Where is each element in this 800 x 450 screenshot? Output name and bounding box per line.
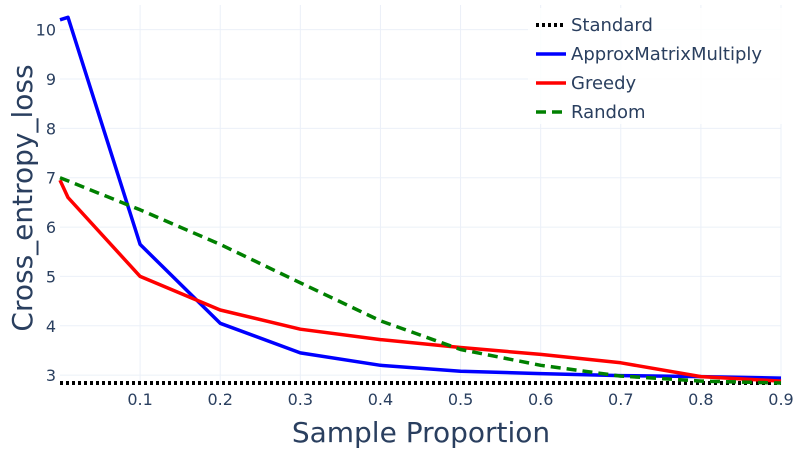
x-axis-title: Sample Proportion [292,416,550,449]
y-tick-label: 4 [46,317,56,336]
x-tick-label: 0.1 [127,390,152,409]
y-tick-label: 7 [46,169,56,188]
y-tick-label: 5 [46,267,56,286]
x-tick-label: 0.7 [608,390,633,409]
x-tick-label: 0.4 [368,390,393,409]
series-lines [58,15,782,385]
legend-item-greedy[interactable]: Greedy [536,73,637,94]
series-line-random [59,176,782,385]
x-axis-ticks: 0.1 0.2 0.3 0.4 0.5 0.6 0.7 0.8 0.9 [127,390,793,409]
x-tick-label: 0.5 [448,390,473,409]
x-tick-label: 0.8 [688,390,713,409]
legend[interactable]: Standard ApproxMatrixMultiply Greedy Random [528,8,784,124]
legend-label: Greedy [571,73,637,94]
y-tick-label: 8 [46,119,56,138]
y-tick-label: 3 [46,366,56,385]
x-tick-label: 0.3 [288,390,313,409]
legend-background [528,8,784,124]
legend-item-approxmatrixmultiply[interactable]: ApproxMatrixMultiply [536,44,762,65]
x-tick-label: 0.6 [528,390,553,409]
y-tick-label: 10 [36,21,56,40]
legend-item-standard[interactable]: Standard [536,15,653,36]
x-tick-label: 0.2 [207,390,232,409]
y-axis-title: Cross_entropy_loss [6,64,39,331]
y-tick-label: 6 [46,218,56,237]
legend-item-random[interactable]: Random [536,102,646,123]
y-axis-ticks: 3 4 5 6 7 8 9 10 [36,21,56,385]
legend-label: Random [571,102,646,123]
series-line-greedy [58,179,782,383]
legend-label: Standard [571,15,653,36]
y-tick-label: 9 [46,70,56,89]
series-line-approxmatrixmultiply [59,15,782,380]
x-tick-label: 0.9 [768,390,793,409]
legend-label: ApproxMatrixMultiply [571,44,762,65]
